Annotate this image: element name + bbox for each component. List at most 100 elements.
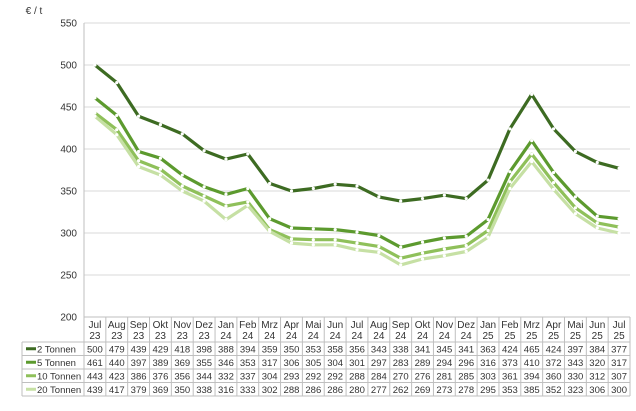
x-tick-label-month: Apr — [284, 320, 300, 331]
table-value: 301 — [349, 358, 365, 369]
x-tick-label-month: Nov — [173, 320, 191, 331]
table-value: 356 — [174, 371, 190, 382]
x-tick-label-month: Mrz — [523, 320, 540, 331]
data-point — [93, 96, 97, 100]
table-value: 343 — [371, 344, 387, 355]
table-value: 296 — [458, 358, 474, 369]
table-value: 289 — [415, 358, 431, 369]
x-tick-label-month: Dez — [457, 320, 475, 331]
data-point — [180, 189, 184, 193]
table-value: 333 — [240, 385, 256, 396]
table-value: 284 — [371, 371, 387, 382]
data-point — [268, 217, 272, 221]
table-value: 372 — [546, 358, 562, 369]
y-tick-label: 250 — [60, 271, 77, 282]
data-point — [399, 245, 403, 249]
data-point — [486, 228, 490, 233]
data-point — [595, 214, 599, 218]
table-value: 281 — [436, 371, 452, 382]
x-tick-label-year: 24 — [351, 331, 363, 342]
data-point — [530, 139, 534, 143]
y-tick-label: 350 — [60, 187, 77, 198]
data-point — [355, 241, 359, 245]
data-point — [246, 200, 250, 204]
table-value: 353 — [240, 358, 256, 369]
x-tick-label-year: 23 — [155, 331, 167, 342]
data-point — [93, 63, 97, 67]
table-value: 479 — [109, 344, 125, 355]
legend-label: 5 Tonnen — [37, 358, 76, 369]
x-tick-label-month: Aug — [108, 320, 126, 331]
table-value: 361 — [502, 371, 518, 382]
x-tick-label-month: Jul — [89, 320, 102, 331]
data-point — [399, 199, 403, 203]
data-point — [289, 226, 294, 230]
data-point — [137, 165, 141, 169]
table-value: 305 — [305, 358, 321, 369]
data-point — [268, 181, 272, 186]
data-point — [180, 184, 184, 188]
x-tick-label-year: 25 — [592, 331, 604, 342]
table-value: 344 — [196, 371, 212, 382]
table-value: 307 — [611, 371, 627, 382]
x-tick-label-month: Jan — [218, 320, 234, 331]
data-point — [530, 160, 534, 164]
x-tick-label-month: Sep — [392, 320, 410, 331]
data-point — [442, 254, 446, 258]
data-point — [224, 192, 228, 196]
table-value: 386 — [131, 371, 147, 382]
x-tick-label-month: Mai — [305, 320, 321, 331]
table-value: 330 — [567, 371, 583, 382]
table-value: 317 — [262, 358, 278, 369]
data-point — [158, 173, 163, 177]
x-tick-label-year: 24 — [395, 331, 407, 342]
table-value: 269 — [415, 385, 431, 396]
y-tick-label: 450 — [60, 103, 77, 114]
data-point — [420, 240, 425, 244]
table-value: 280 — [349, 385, 365, 396]
table-value: 418 — [174, 344, 190, 355]
x-tick-label-year: 25 — [482, 331, 494, 342]
table-value: 286 — [305, 385, 321, 396]
data-point — [420, 196, 425, 201]
x-tick-label-month: Mai — [567, 320, 583, 331]
data-point — [224, 204, 228, 208]
table-value: 465 — [524, 344, 540, 355]
table-value: 377 — [611, 344, 627, 355]
data-point — [355, 184, 359, 188]
x-tick-label-year: 24 — [308, 331, 320, 342]
table-value: 353 — [305, 344, 321, 355]
table-value: 397 — [567, 344, 583, 355]
data-point — [246, 203, 250, 207]
table-value: 277 — [371, 385, 387, 396]
x-tick-label-month: Apr — [546, 320, 562, 331]
table-value: 385 — [524, 385, 540, 396]
table-value: 278 — [458, 385, 474, 396]
table-value: 356 — [349, 344, 365, 355]
table-value: 376 — [153, 371, 169, 382]
x-tick-label-month: Jan — [480, 320, 496, 331]
gridlines — [84, 22, 630, 318]
x-tick-label-year: 23 — [111, 331, 123, 342]
table-value: 384 — [589, 344, 605, 355]
data-point — [246, 186, 250, 191]
data-point — [595, 160, 599, 165]
x-tick-label-year: 25 — [548, 331, 560, 342]
x-tick-label-year: 23 — [177, 331, 189, 342]
data-point — [617, 231, 621, 235]
table-value: 388 — [218, 344, 234, 355]
y-tick-label: 200 — [60, 313, 77, 324]
y-tick-label: 500 — [60, 61, 77, 72]
data-point — [289, 237, 294, 241]
table-value: 312 — [589, 371, 605, 382]
data-point — [115, 81, 119, 85]
data-point — [486, 235, 490, 239]
x-tick-label-year: 25 — [526, 331, 538, 342]
data-point — [442, 236, 446, 240]
table-value: 316 — [218, 385, 234, 396]
table-value: 439 — [87, 385, 103, 396]
table-value: 320 — [589, 358, 605, 369]
x-tick-label-month: Jul — [613, 320, 626, 331]
x-tick-label-month: Jul — [351, 320, 364, 331]
series-lines — [93, 63, 621, 267]
